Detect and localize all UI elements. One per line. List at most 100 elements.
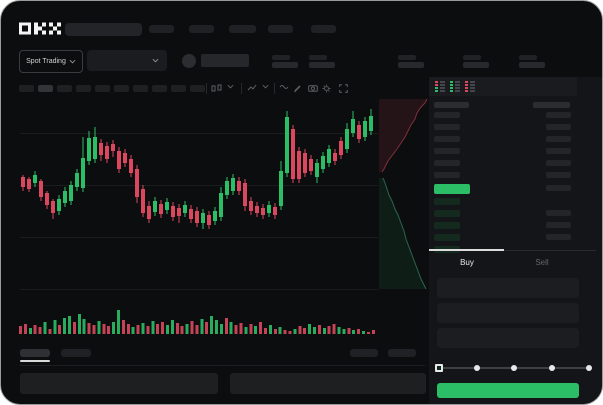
nav-item[interactable] <box>311 25 336 33</box>
interval-pill[interactable] <box>152 85 167 92</box>
book-bids-only-icon[interactable] <box>450 81 461 92</box>
slider-handle[interactable] <box>435 364 443 372</box>
interval-pill[interactable] <box>19 85 34 92</box>
interval-pill[interactable] <box>95 85 110 92</box>
tab-sell[interactable]: Sell <box>535 258 549 267</box>
order-book-trade-panel: Buy Sell <box>429 77 602 404</box>
tab-buy[interactable]: Buy <box>460 258 474 267</box>
trade-tabs-divider <box>429 250 596 251</box>
chart-gridline <box>20 289 378 290</box>
mode-row-line <box>440 90 445 92</box>
slider-stop-dot[interactable] <box>473 365 480 371</box>
chevron-down-icon[interactable] <box>227 84 234 89</box>
interval-pill[interactable] <box>57 85 72 92</box>
chevron-down-icon[interactable] <box>262 84 269 89</box>
ask-size-bar <box>546 124 571 130</box>
mode-row-color <box>435 87 438 89</box>
nav-item[interactable] <box>268 25 293 33</box>
ask-price-bar[interactable] <box>434 148 460 154</box>
fullscreen-icon[interactable] <box>339 84 348 93</box>
bottom-panel <box>230 373 426 394</box>
amount-field[interactable] <box>437 303 579 323</box>
interval-pill[interactable] <box>133 85 148 92</box>
search-input[interactable] <box>65 23 142 36</box>
mode-row-color <box>435 84 438 86</box>
ask-size-bar <box>546 112 571 118</box>
mode-row-line <box>455 87 460 89</box>
buy-submit-button[interactable] <box>437 383 579 398</box>
pair-selector-dropdown[interactable] <box>87 50 167 71</box>
ask-size-bar <box>546 172 571 178</box>
candlestick-chart[interactable] <box>20 97 376 291</box>
bid-price-bar[interactable] <box>434 234 460 241</box>
book-col-header-price <box>434 102 469 108</box>
bottom-tab-active-underline <box>20 360 50 362</box>
bid-price-bar[interactable] <box>434 210 460 217</box>
ask-price-bar[interactable] <box>434 172 460 178</box>
interval-pill[interactable] <box>76 85 91 92</box>
mode-row-line <box>470 84 475 86</box>
ask-price-bar[interactable] <box>434 112 460 118</box>
chart-gridline <box>20 237 378 238</box>
bottom-panel <box>20 373 218 394</box>
ticker-stat-label <box>398 55 416 60</box>
mode-row-line <box>440 81 445 83</box>
nav-item[interactable] <box>149 25 174 33</box>
total-field[interactable] <box>437 328 579 348</box>
ask-price-bar[interactable] <box>434 160 460 166</box>
ticker-stat-label <box>463 55 481 60</box>
ticker-stat-label <box>519 55 537 60</box>
toolbar-divider <box>241 83 242 94</box>
candle-type-icon[interactable] <box>211 84 222 93</box>
bottom-right-pill[interactable] <box>388 349 416 357</box>
toolbar-divider <box>274 83 275 94</box>
interval-pill[interactable] <box>171 85 186 92</box>
bid-price-bar[interactable] <box>434 198 460 205</box>
toolbar-divider <box>206 83 207 94</box>
ask-price-bar[interactable] <box>434 136 460 142</box>
book-both-icon[interactable] <box>435 81 446 92</box>
okx-logo[interactable] <box>19 22 61 35</box>
settings-gear-icon[interactable] <box>322 84 331 93</box>
mode-row-color <box>450 84 453 86</box>
nav-item[interactable] <box>229 25 256 33</box>
slider-stop-dot[interactable] <box>548 365 555 371</box>
bottom-right-pill[interactable] <box>350 349 378 357</box>
bid-size-bar <box>546 210 571 216</box>
book-asks-only-icon[interactable] <box>465 81 476 92</box>
compare-wave-icon[interactable] <box>279 84 289 90</box>
ticker-stat-value <box>463 62 489 68</box>
ticker-stat-value <box>272 62 298 68</box>
interval-pill[interactable] <box>114 85 129 92</box>
nav-item[interactable] <box>189 25 214 33</box>
bottom-tab[interactable] <box>61 349 91 357</box>
slider-stop-dot[interactable] <box>586 365 592 371</box>
ask-size-bar <box>546 148 571 154</box>
ticker-stat-value <box>309 62 335 68</box>
draw-pencil-icon[interactable] <box>293 84 302 93</box>
bid-price-bar[interactable] <box>434 222 460 229</box>
depth-chart <box>379 98 428 290</box>
last-price-placeholder <box>201 54 249 67</box>
interval-pill[interactable] <box>190 85 205 92</box>
mode-row-line <box>455 81 460 83</box>
buy-tab-active-indicator <box>429 249 504 251</box>
mode-row-line <box>470 81 475 83</box>
chevron-down-icon <box>69 59 76 64</box>
mode-row-color <box>450 81 453 83</box>
bottom-divider <box>20 365 425 366</box>
spread-size-bar <box>546 185 571 191</box>
slider-stop-dot[interactable] <box>511 365 517 371</box>
market-type-selector[interactable]: Spot Trading <box>19 50 83 73</box>
volume-chart <box>19 310 375 334</box>
bottom-tab-active[interactable] <box>20 349 50 357</box>
price-field[interactable] <box>437 278 579 298</box>
interval-pill-active[interactable] <box>38 85 53 92</box>
mode-row-color <box>465 84 468 86</box>
ask-price-bar[interactable] <box>434 124 460 130</box>
mode-row-line <box>470 87 475 89</box>
mode-row-line <box>470 90 475 92</box>
indicator-icon[interactable] <box>247 84 257 92</box>
last-price-highlight[interactable] <box>434 184 470 194</box>
camera-icon[interactable] <box>308 84 318 92</box>
